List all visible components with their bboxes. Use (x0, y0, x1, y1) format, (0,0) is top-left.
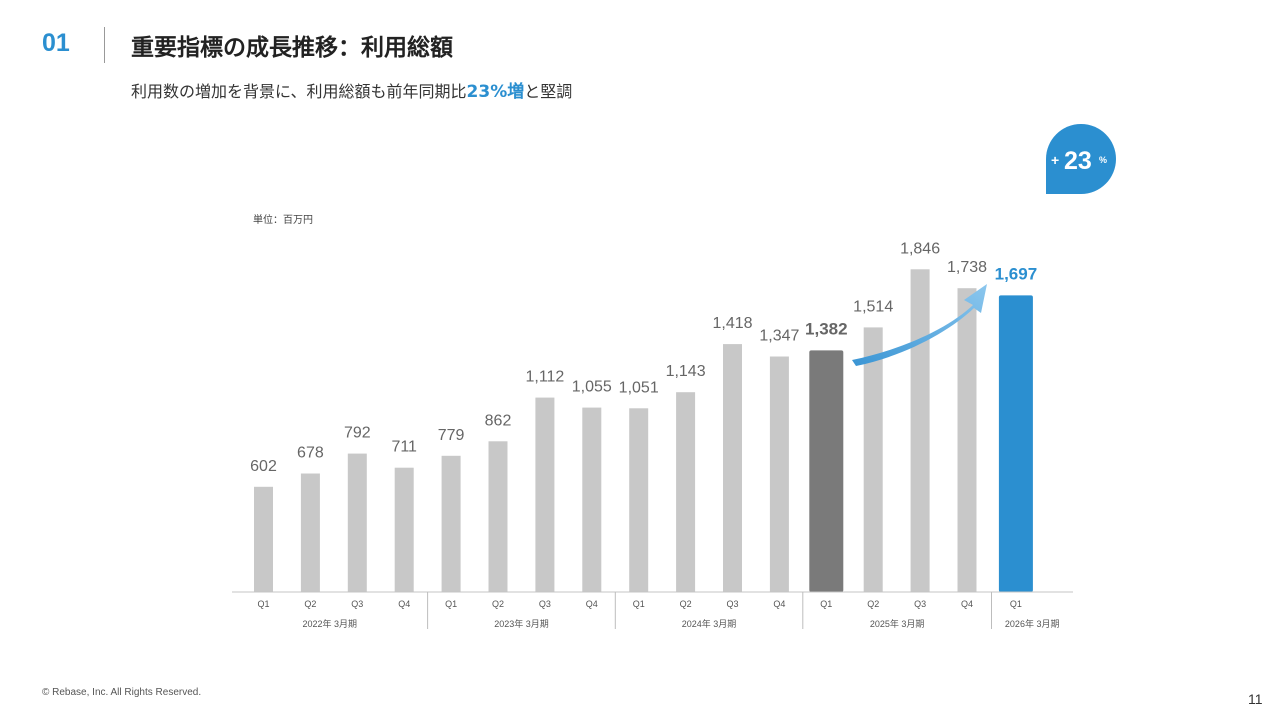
subtitle-highlight: 23%増 (466, 82, 525, 102)
bar-5 (488, 441, 508, 592)
quarter-label-14: Q3 (914, 599, 926, 609)
bar-3 (394, 467, 414, 592)
bar-6 (535, 397, 555, 592)
quarter-label-6: Q3 (539, 599, 551, 609)
bar-16 (998, 295, 1033, 592)
quarter-label-4: Q1 (445, 599, 457, 609)
bar-8 (629, 408, 649, 592)
quarter-label-15: Q4 (961, 599, 973, 609)
unit-label: 単位：百万円 (253, 213, 313, 226)
bar-value-label-14: 1,846 (900, 240, 940, 257)
bar-value-label-5: 862 (485, 412, 512, 429)
growth-badge-prefix: + (1051, 152, 1059, 168)
growth-badge-unit: % (1099, 155, 1107, 165)
quarter-label-11: Q4 (773, 599, 785, 609)
bar-value-label-11: 1,347 (759, 328, 799, 345)
bar-value-label-4: 779 (438, 427, 465, 444)
subtitle-prefix: 利用数の増加を背景に、利用総額も前年同期比 (131, 82, 467, 101)
quarter-label-16: Q1 (1010, 599, 1022, 609)
quarter-label-7: Q4 (586, 599, 598, 609)
bars-layer: 602 678 792 711 779 862 1,112 1,055 1,051 1,143 1,… (250, 240, 1037, 592)
bar-value-label-6: 1,112 (525, 369, 564, 386)
bar-value-label-7: 1,055 (572, 379, 612, 396)
bar-value-label-15: 1,738 (947, 259, 987, 276)
bar-value-label-2: 792 (344, 425, 371, 442)
bar-15 (957, 288, 977, 592)
bar-value-label-9: 1,143 (666, 363, 706, 380)
quarter-label-5: Q2 (492, 599, 504, 609)
page-title: 重要指標の成長推移：利用総額 (131, 35, 453, 61)
bar-10 (723, 344, 742, 592)
bar-value-label-10: 1,418 (712, 315, 752, 332)
fiscal-year-label-3: 2025年 3月期 (870, 618, 925, 629)
quarter-label-13: Q2 (867, 599, 879, 609)
bar-value-label-8: 1,051 (619, 379, 659, 396)
fiscal-year-label-2: 2024年 3月期 (682, 618, 737, 629)
bar-value-label-3: 711 (391, 439, 417, 456)
title-divider (104, 27, 105, 63)
bar-value-label-13: 1,514 (853, 298, 893, 315)
quarter-label-0: Q1 (257, 599, 269, 609)
bar-1 (300, 473, 320, 592)
quarter-label-8: Q1 (633, 599, 645, 609)
quarter-label-3: Q4 (398, 599, 410, 609)
copyright-notice: © Rebase, Inc. All Rights Reserved. (42, 687, 202, 698)
bar-value-label-0: 602 (250, 458, 277, 475)
quarter-label-10: Q3 (726, 599, 738, 609)
page-subtitle: 利用数の増加を背景に、利用総額も前年同期比23%増と堅調 (131, 77, 572, 102)
fiscal-year-label-1: 2023年 3月期 (494, 618, 549, 629)
bar-4 (441, 455, 461, 592)
bar-value-label-1: 678 (297, 445, 324, 462)
bar-12 (809, 350, 844, 592)
fiscal-year-label-0: 2022年 3月期 (303, 618, 358, 629)
x-axis: Q1 Q2 Q3 Q4 Q1 Q2 Q3 Q4 Q1 Q2 Q3 Q4 Q1 Q2 Q3 Q4 Q1 2022年 … (232, 591, 1073, 629)
fiscal-year-label-4: 2026年 3月期 (1005, 618, 1060, 629)
subtitle-suffix: と堅調 (524, 82, 573, 101)
growth-badge: + 23 % (1046, 124, 1116, 194)
bar-13 (863, 327, 883, 592)
page-number: 11 (1248, 691, 1263, 707)
bar-7 (582, 407, 602, 592)
quarter-label-9: Q2 (680, 599, 692, 609)
quarter-label-2: Q3 (351, 599, 363, 609)
growth-badge-value: 23 (1064, 147, 1092, 175)
bar-0 (254, 486, 273, 592)
quarter-label-12: Q1 (820, 599, 832, 609)
quarter-label-1: Q2 (304, 599, 316, 609)
bar-value-label-16: 1,697 (995, 264, 1038, 283)
bar-value-label-12: 1,382 (805, 319, 848, 338)
bar-9 (676, 392, 696, 592)
section-number: 01 (42, 29, 70, 57)
bar-11 (769, 356, 789, 592)
bar-2 (347, 453, 367, 592)
growth-arrow (852, 284, 987, 366)
bar-14 (910, 269, 930, 592)
